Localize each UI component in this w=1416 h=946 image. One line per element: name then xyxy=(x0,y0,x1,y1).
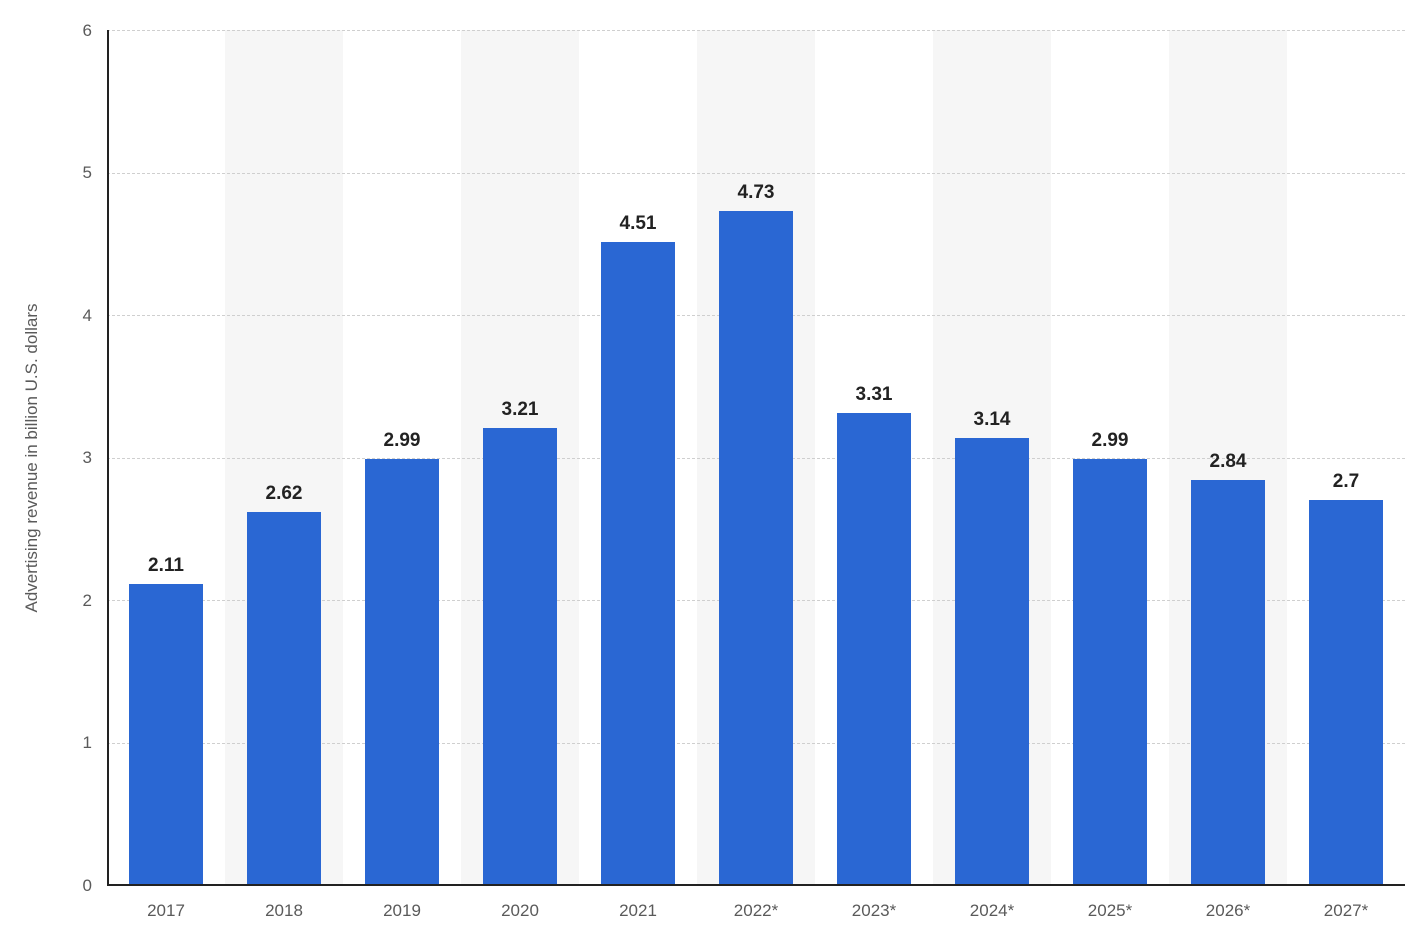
y-tick-label: 1 xyxy=(0,733,92,753)
y-tick-label: 6 xyxy=(0,21,92,41)
x-tick-label: 2018 xyxy=(225,901,343,921)
bar-value-label: 2.84 xyxy=(1169,451,1287,473)
bar-value-label: 2.11 xyxy=(107,555,225,577)
bar-chart: Advertising revenue in billion U.S. doll… xyxy=(0,0,1416,946)
bar[interactable] xyxy=(719,211,792,885)
y-tick-label: 3 xyxy=(0,448,92,468)
bar-value-label: 4.51 xyxy=(579,213,697,235)
bar[interactable] xyxy=(1309,500,1382,885)
x-tick-label: 2023* xyxy=(815,901,933,921)
y-tick-label: 0 xyxy=(0,876,92,896)
bar[interactable] xyxy=(1191,480,1264,885)
bar[interactable] xyxy=(247,512,320,885)
x-tick-label: 2017 xyxy=(107,901,225,921)
grid-line xyxy=(107,30,1405,31)
bar-value-label: 2.62 xyxy=(225,483,343,505)
grid-line xyxy=(107,173,1405,174)
x-tick-label: 2022* xyxy=(697,901,815,921)
x-tick-label: 2019 xyxy=(343,901,461,921)
bar-value-label: 3.14 xyxy=(933,409,1051,431)
bar-value-label: 3.31 xyxy=(815,384,933,406)
x-tick-label: 2025* xyxy=(1051,901,1169,921)
bar-value-label: 2.99 xyxy=(343,430,461,452)
bar[interactable] xyxy=(1073,459,1146,885)
bar[interactable] xyxy=(483,428,556,885)
x-axis-line xyxy=(107,884,1405,886)
bar[interactable] xyxy=(601,242,674,885)
bar[interactable] xyxy=(955,438,1028,885)
bar[interactable] xyxy=(365,459,438,885)
bar-value-label: 3.21 xyxy=(461,399,579,421)
bar-value-label: 2.7 xyxy=(1287,471,1405,493)
x-tick-label: 2026* xyxy=(1169,901,1287,921)
y-tick-label: 5 xyxy=(0,163,92,183)
x-tick-label: 2027* xyxy=(1287,901,1405,921)
bar[interactable] xyxy=(129,584,202,885)
plot-area: 2.112.622.993.214.514.733.313.142.992.84… xyxy=(107,30,1405,885)
bar[interactable] xyxy=(837,413,910,885)
x-tick-label: 2024* xyxy=(933,901,1051,921)
x-tick-label: 2021 xyxy=(579,901,697,921)
y-tick-label: 4 xyxy=(0,306,92,326)
y-axis-line xyxy=(107,30,109,885)
x-tick-label: 2020 xyxy=(461,901,579,921)
y-tick-label: 2 xyxy=(0,591,92,611)
bar-value-label: 4.73 xyxy=(697,182,815,204)
bar-value-label: 2.99 xyxy=(1051,430,1169,452)
